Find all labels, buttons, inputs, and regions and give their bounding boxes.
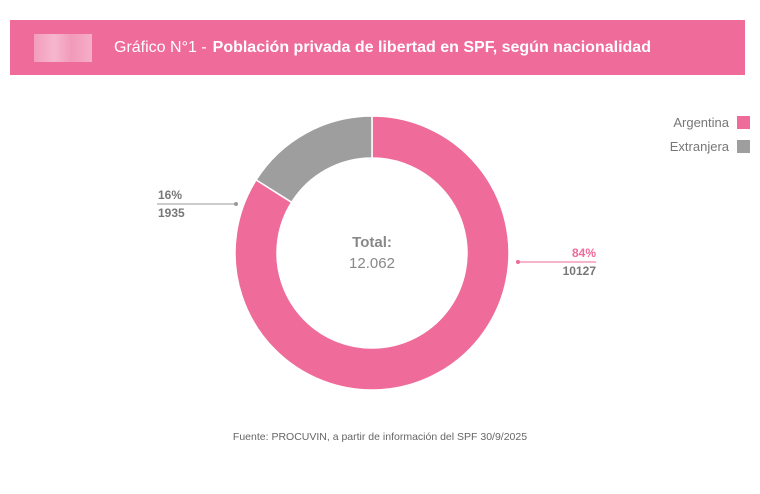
legend-label-extranjera: Extranjera bbox=[669, 138, 729, 154]
data-label-percent-extranjera: 16% bbox=[158, 188, 182, 202]
legend-swatch-argentina bbox=[737, 115, 750, 129]
legend-item-argentina: Argentina bbox=[640, 114, 750, 130]
header-banner: Gráfico N°1 - Población privada de libert… bbox=[10, 20, 745, 75]
slice-extranjera bbox=[255, 115, 373, 204]
slice-argentina bbox=[234, 115, 510, 391]
chart-title-prefix: Gráfico N°1 - bbox=[114, 39, 207, 56]
source-note: Fuente: PROCUVIN, a partir de informació… bbox=[232, 431, 528, 443]
legend-item-extranjera: Extranjera bbox=[640, 138, 750, 154]
chart-title-main: Población privada de libertad en SPF, se… bbox=[212, 39, 651, 56]
center-total-label: Total: bbox=[352, 234, 392, 251]
data-label-percent-argentina: 84% bbox=[572, 246, 596, 260]
chart-title: Gráfico N°1 - Población privada de libert… bbox=[114, 20, 651, 75]
callout-dot-extranjera bbox=[234, 202, 238, 206]
data-label-value-extranjera: 1935 bbox=[158, 206, 185, 220]
legend-swatch-extranjera bbox=[737, 139, 750, 153]
callout-dot-argentina bbox=[516, 260, 520, 264]
legend-label-argentina: Argentina bbox=[673, 114, 729, 130]
center-total-value: 12.062 bbox=[349, 255, 395, 272]
data-label-value-argentina: 10127 bbox=[563, 264, 597, 278]
legend: Argentina Extranjera bbox=[640, 114, 750, 162]
logo-placeholder bbox=[34, 34, 92, 62]
